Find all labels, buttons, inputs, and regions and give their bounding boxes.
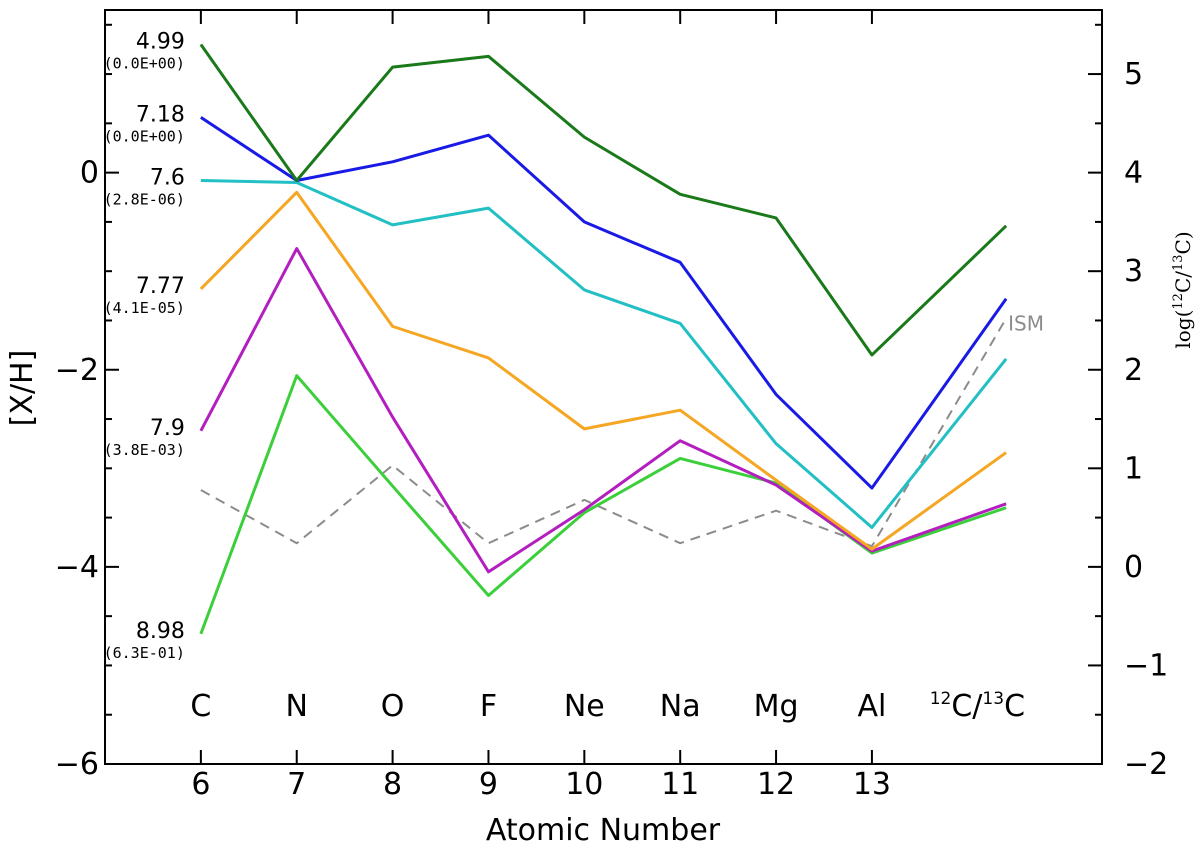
element-label: N bbox=[286, 689, 308, 724]
y-right-label-prefix: log( bbox=[1171, 310, 1195, 349]
series-line-magenta bbox=[199, 247, 1007, 574]
y-right-tick-label: 4 bbox=[1124, 156, 1143, 191]
element-label: Na bbox=[660, 689, 701, 724]
ism-label: ISM bbox=[1008, 311, 1044, 335]
y-right-tick-label: −1 bbox=[1124, 648, 1168, 683]
chart-series bbox=[199, 43, 1008, 635]
series-line-cyan bbox=[200, 179, 1008, 529]
ratio-suffix: C bbox=[1004, 689, 1025, 724]
x-tick-label: 12 bbox=[757, 767, 795, 802]
y-tick-label: 0 bbox=[80, 156, 99, 191]
x-tick-label: 8 bbox=[383, 767, 402, 802]
series-line-blue bbox=[200, 116, 1008, 490]
element-label: Mg bbox=[754, 689, 799, 724]
series-sublabel-dark-green: (0.0E+00) bbox=[104, 54, 185, 72]
y-right-tick-label: 3 bbox=[1124, 254, 1143, 289]
element-label: Ne bbox=[564, 689, 605, 724]
series-line-orange bbox=[199, 190, 1008, 551]
series-line-ism bbox=[200, 317, 1007, 548]
series-sublabel-magenta: (3.8E-03) bbox=[104, 441, 185, 459]
y-right-label-mid: C/ bbox=[1171, 271, 1195, 293]
element-label: C bbox=[190, 689, 211, 724]
series-sublabel-light-green: (6.3E-01) bbox=[104, 644, 185, 662]
y-right-tick-label: 2 bbox=[1124, 353, 1143, 388]
series-label-orange: 7.77 bbox=[136, 274, 185, 299]
x-tick-label: 6 bbox=[191, 767, 210, 802]
series-label-magenta: 7.9 bbox=[150, 416, 185, 441]
y-right-label-suffix: C) bbox=[1171, 231, 1195, 254]
y-tick-label: −6 bbox=[55, 747, 99, 782]
chart-labels: 4.99(0.0E+00)7.18(0.0E+00)7.6(2.8E-06)7.… bbox=[104, 29, 1044, 724]
series-sublabel-blue: (0.0E+00) bbox=[104, 127, 185, 145]
y-tick-label: −4 bbox=[55, 550, 99, 585]
y-right-tick-label: −2 bbox=[1124, 747, 1168, 782]
ratio-sup2: 13 bbox=[982, 689, 1004, 709]
y-right-tick-label: 0 bbox=[1124, 550, 1143, 585]
element-label: F bbox=[480, 689, 497, 724]
series-label-blue: 7.18 bbox=[136, 102, 185, 127]
element-label: Al bbox=[857, 689, 886, 724]
y-right-label-sup1: 12 bbox=[1171, 293, 1186, 310]
y-axis-label: [X/H] bbox=[5, 350, 40, 427]
ratio-label: 12C/13C bbox=[930, 689, 1025, 724]
x-axis-label: Atomic Number bbox=[486, 813, 721, 848]
plot-frame bbox=[104, 9, 1103, 765]
ratio-sup1: 12 bbox=[930, 689, 952, 709]
series-label-dark-green: 4.99 bbox=[136, 29, 185, 54]
y-right-label-sup2: 13 bbox=[1171, 254, 1186, 271]
series-sublabel-cyan: (2.8E-06) bbox=[104, 191, 185, 209]
y-right-tick-label: 1 bbox=[1124, 451, 1143, 486]
ratio-mid: C/ bbox=[951, 689, 983, 724]
series-line-dark-green bbox=[199, 43, 1008, 357]
x-tick-label: 7 bbox=[287, 767, 306, 802]
series-sublabel-orange: (4.1E-05) bbox=[104, 299, 185, 317]
series-label-light-green: 8.98 bbox=[136, 619, 185, 644]
x-tick-label: 11 bbox=[661, 767, 699, 802]
x-tick-label: 13 bbox=[853, 767, 891, 802]
y-tick-label: −2 bbox=[55, 353, 99, 388]
series-label-cyan: 7.6 bbox=[150, 166, 185, 191]
y-axis-right-label: log(12C/13C) bbox=[1171, 231, 1195, 348]
series-line-light-green bbox=[199, 374, 1007, 635]
element-label: O bbox=[381, 689, 405, 724]
x-tick-label: 10 bbox=[565, 767, 603, 802]
x-tick-label: 9 bbox=[479, 767, 498, 802]
y-right-tick-label: 5 bbox=[1124, 57, 1143, 92]
